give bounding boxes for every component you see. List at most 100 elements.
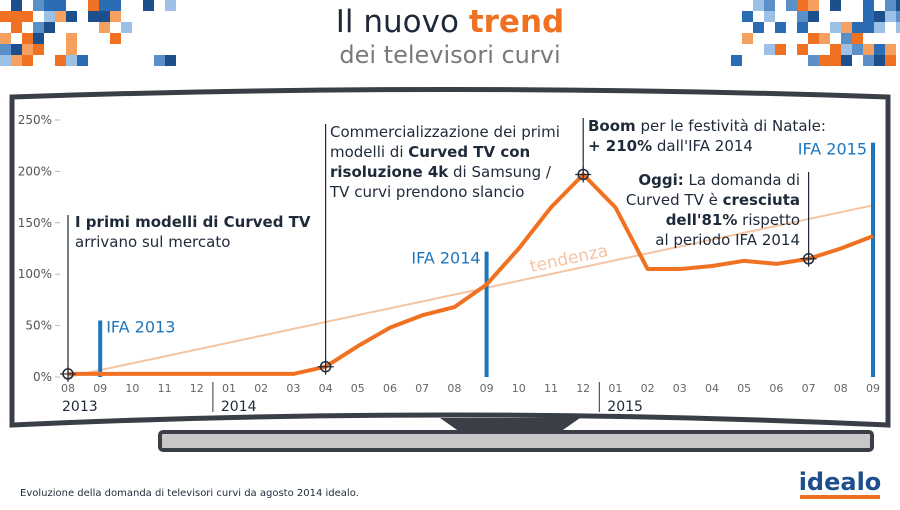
pixel	[863, 44, 874, 55]
pixel	[764, 0, 775, 11]
pixel	[33, 0, 44, 11]
pixel	[22, 22, 33, 33]
footer-caption: Evoluzione della domanda di televisori c…	[20, 488, 359, 499]
pixel	[0, 22, 11, 33]
pixel	[863, 0, 874, 11]
pixel	[88, 33, 99, 44]
annotation-text: dall'IFA 2014	[652, 137, 753, 155]
pixel	[863, 55, 874, 66]
pixel	[44, 11, 55, 22]
data-line	[68, 172, 874, 376]
pixel	[797, 22, 808, 33]
pixel	[885, 11, 896, 22]
pixel	[88, 11, 99, 22]
pixel	[44, 0, 55, 11]
annotation-text: risoluzione 4k	[330, 163, 449, 181]
event-label: IFA 2014	[411, 249, 480, 268]
pixel	[764, 11, 775, 22]
pixel	[841, 44, 852, 55]
annotation-line: al periodo IFA 2014	[655, 231, 800, 249]
marker-cross	[800, 250, 817, 267]
y-tick-label: 50%	[25, 319, 52, 333]
pixel	[44, 33, 55, 44]
x-tick-label: 09	[480, 382, 494, 395]
pixel	[0, 44, 11, 55]
pixel	[0, 0, 11, 11]
y-tick-label: 150%	[18, 216, 52, 230]
pixel	[99, 11, 110, 22]
x-tick-label: 08	[61, 382, 75, 395]
annotation-text: La domanda di	[684, 171, 800, 189]
x-tick-label: 12	[190, 382, 204, 395]
pixel	[731, 22, 742, 33]
pixel	[819, 33, 830, 44]
annotation-text: Oggi:	[638, 171, 683, 189]
y-tick-label: 0%	[33, 370, 52, 384]
chart: 0% 50% 100% 150% 200% 250% 08 09 10 11 12 01 02 03 04 0…	[18, 113, 880, 415]
pixel	[99, 0, 110, 11]
pixel	[11, 11, 22, 22]
annotation-text: di Samsung /	[448, 163, 552, 181]
marker-cross	[60, 365, 76, 382]
pixel	[99, 22, 110, 33]
x-tick-label: 07	[415, 382, 429, 395]
pixel	[885, 22, 896, 33]
pixel	[841, 55, 852, 66]
title-highlight: trend	[469, 4, 564, 40]
tv-frame	[9, 87, 891, 428]
annotation-text: TV curvi prendono slancio	[329, 183, 524, 201]
pixel	[22, 11, 33, 22]
pixel	[22, 0, 33, 11]
pixel	[66, 55, 77, 66]
x-tick-label: 02	[254, 382, 268, 395]
pixel	[874, 22, 885, 33]
pixel	[55, 33, 66, 44]
pixel	[786, 0, 797, 11]
pixel	[110, 0, 121, 11]
tv-neck	[440, 418, 580, 432]
annotation-text: modelli di	[330, 143, 408, 161]
pixel	[753, 55, 764, 66]
pixel	[165, 0, 176, 11]
pixel	[110, 11, 121, 22]
pixel	[22, 33, 33, 44]
pixel	[33, 44, 44, 55]
annotation-line: risoluzione 4k di Samsung /	[330, 163, 552, 181]
x-tick-label: 01	[608, 382, 622, 395]
year-label: 2015	[607, 399, 643, 415]
trend-line	[67, 204, 874, 378]
logo: idealo	[799, 468, 882, 496]
pixel	[874, 44, 885, 55]
pixel	[896, 55, 900, 66]
annotation-text: Commercializzazione dei primi	[330, 123, 560, 141]
pixel	[797, 0, 808, 11]
pixel	[863, 11, 874, 22]
pixel	[797, 11, 808, 22]
x-tick-label: 02	[641, 382, 655, 395]
year-label: 2013	[62, 399, 98, 415]
pixel	[11, 33, 22, 44]
pixel	[819, 22, 830, 33]
pixel	[819, 55, 830, 66]
pixel	[896, 44, 900, 55]
annotation-text: Curved TV con	[408, 143, 530, 161]
pixel-decoration	[0, 0, 900, 66]
pixel	[786, 22, 797, 33]
pixel	[0, 55, 11, 66]
pixel	[11, 44, 22, 55]
pixel	[77, 0, 88, 11]
annotation-line: arrivano sul mercato	[75, 233, 230, 251]
pixel	[143, 0, 154, 11]
pixel	[808, 33, 819, 44]
pixel	[753, 11, 764, 22]
pixel	[841, 33, 852, 44]
x-tick-label: 03	[673, 382, 687, 395]
pixel	[896, 33, 900, 44]
pixel	[874, 11, 885, 22]
y-tick-label: 250%	[18, 113, 52, 127]
pixel	[841, 22, 852, 33]
pixel	[731, 55, 742, 66]
trend-label: tendenza	[528, 241, 610, 277]
pixel	[165, 55, 176, 66]
pixel	[22, 44, 33, 55]
